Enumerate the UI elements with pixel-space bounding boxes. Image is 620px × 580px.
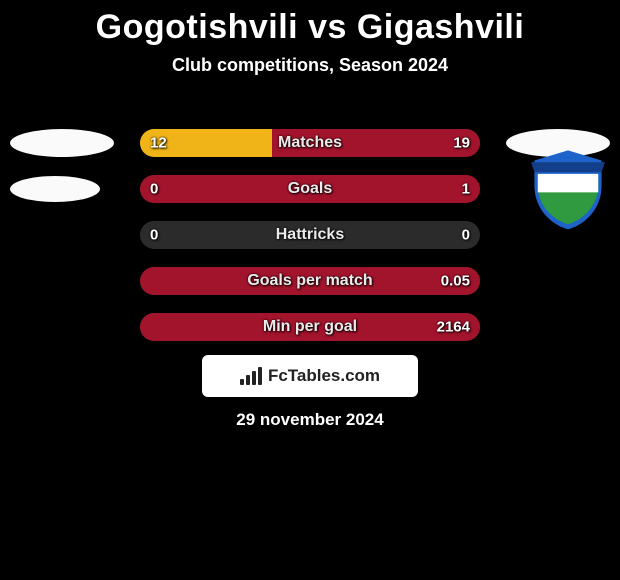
branding-text: FcTables.com [268,366,380,386]
stat-bar: 1219Matches [140,129,480,157]
stat-bar: 01Goals [140,175,480,203]
branding-badge: FcTables.com [202,355,418,397]
stat-label: Goals per match [140,272,480,290]
left-badge [10,176,100,202]
stat-bar: 0.05Goals per match [140,267,480,295]
stat-bar: 2164Min per goal [140,313,480,341]
stat-row: 0.05Goals per match [0,258,620,304]
bar-chart-icon [240,367,262,385]
stat-rows: 1219Matches 01Goals 00Hattricks 0.05Goals … [0,120,620,350]
stat-label: Goals [140,180,480,198]
left-badge [10,129,114,157]
comparison-card: Gogotishvili vs Gigashvili Club competit… [0,0,620,580]
stat-row: 00Hattricks [0,212,620,258]
stat-label: Hattricks [140,226,480,244]
subtitle: Club competitions, Season 2024 [0,55,620,76]
stat-bar: 00Hattricks [140,221,480,249]
page-title: Gogotishvili vs Gigashvili [0,0,620,47]
stat-label: Min per goal [140,318,480,336]
stat-label: Matches [140,134,480,152]
stat-row: 01Goals [0,166,620,212]
date-line: 29 november 2024 [0,410,620,430]
stat-row: 2164Min per goal [0,304,620,350]
